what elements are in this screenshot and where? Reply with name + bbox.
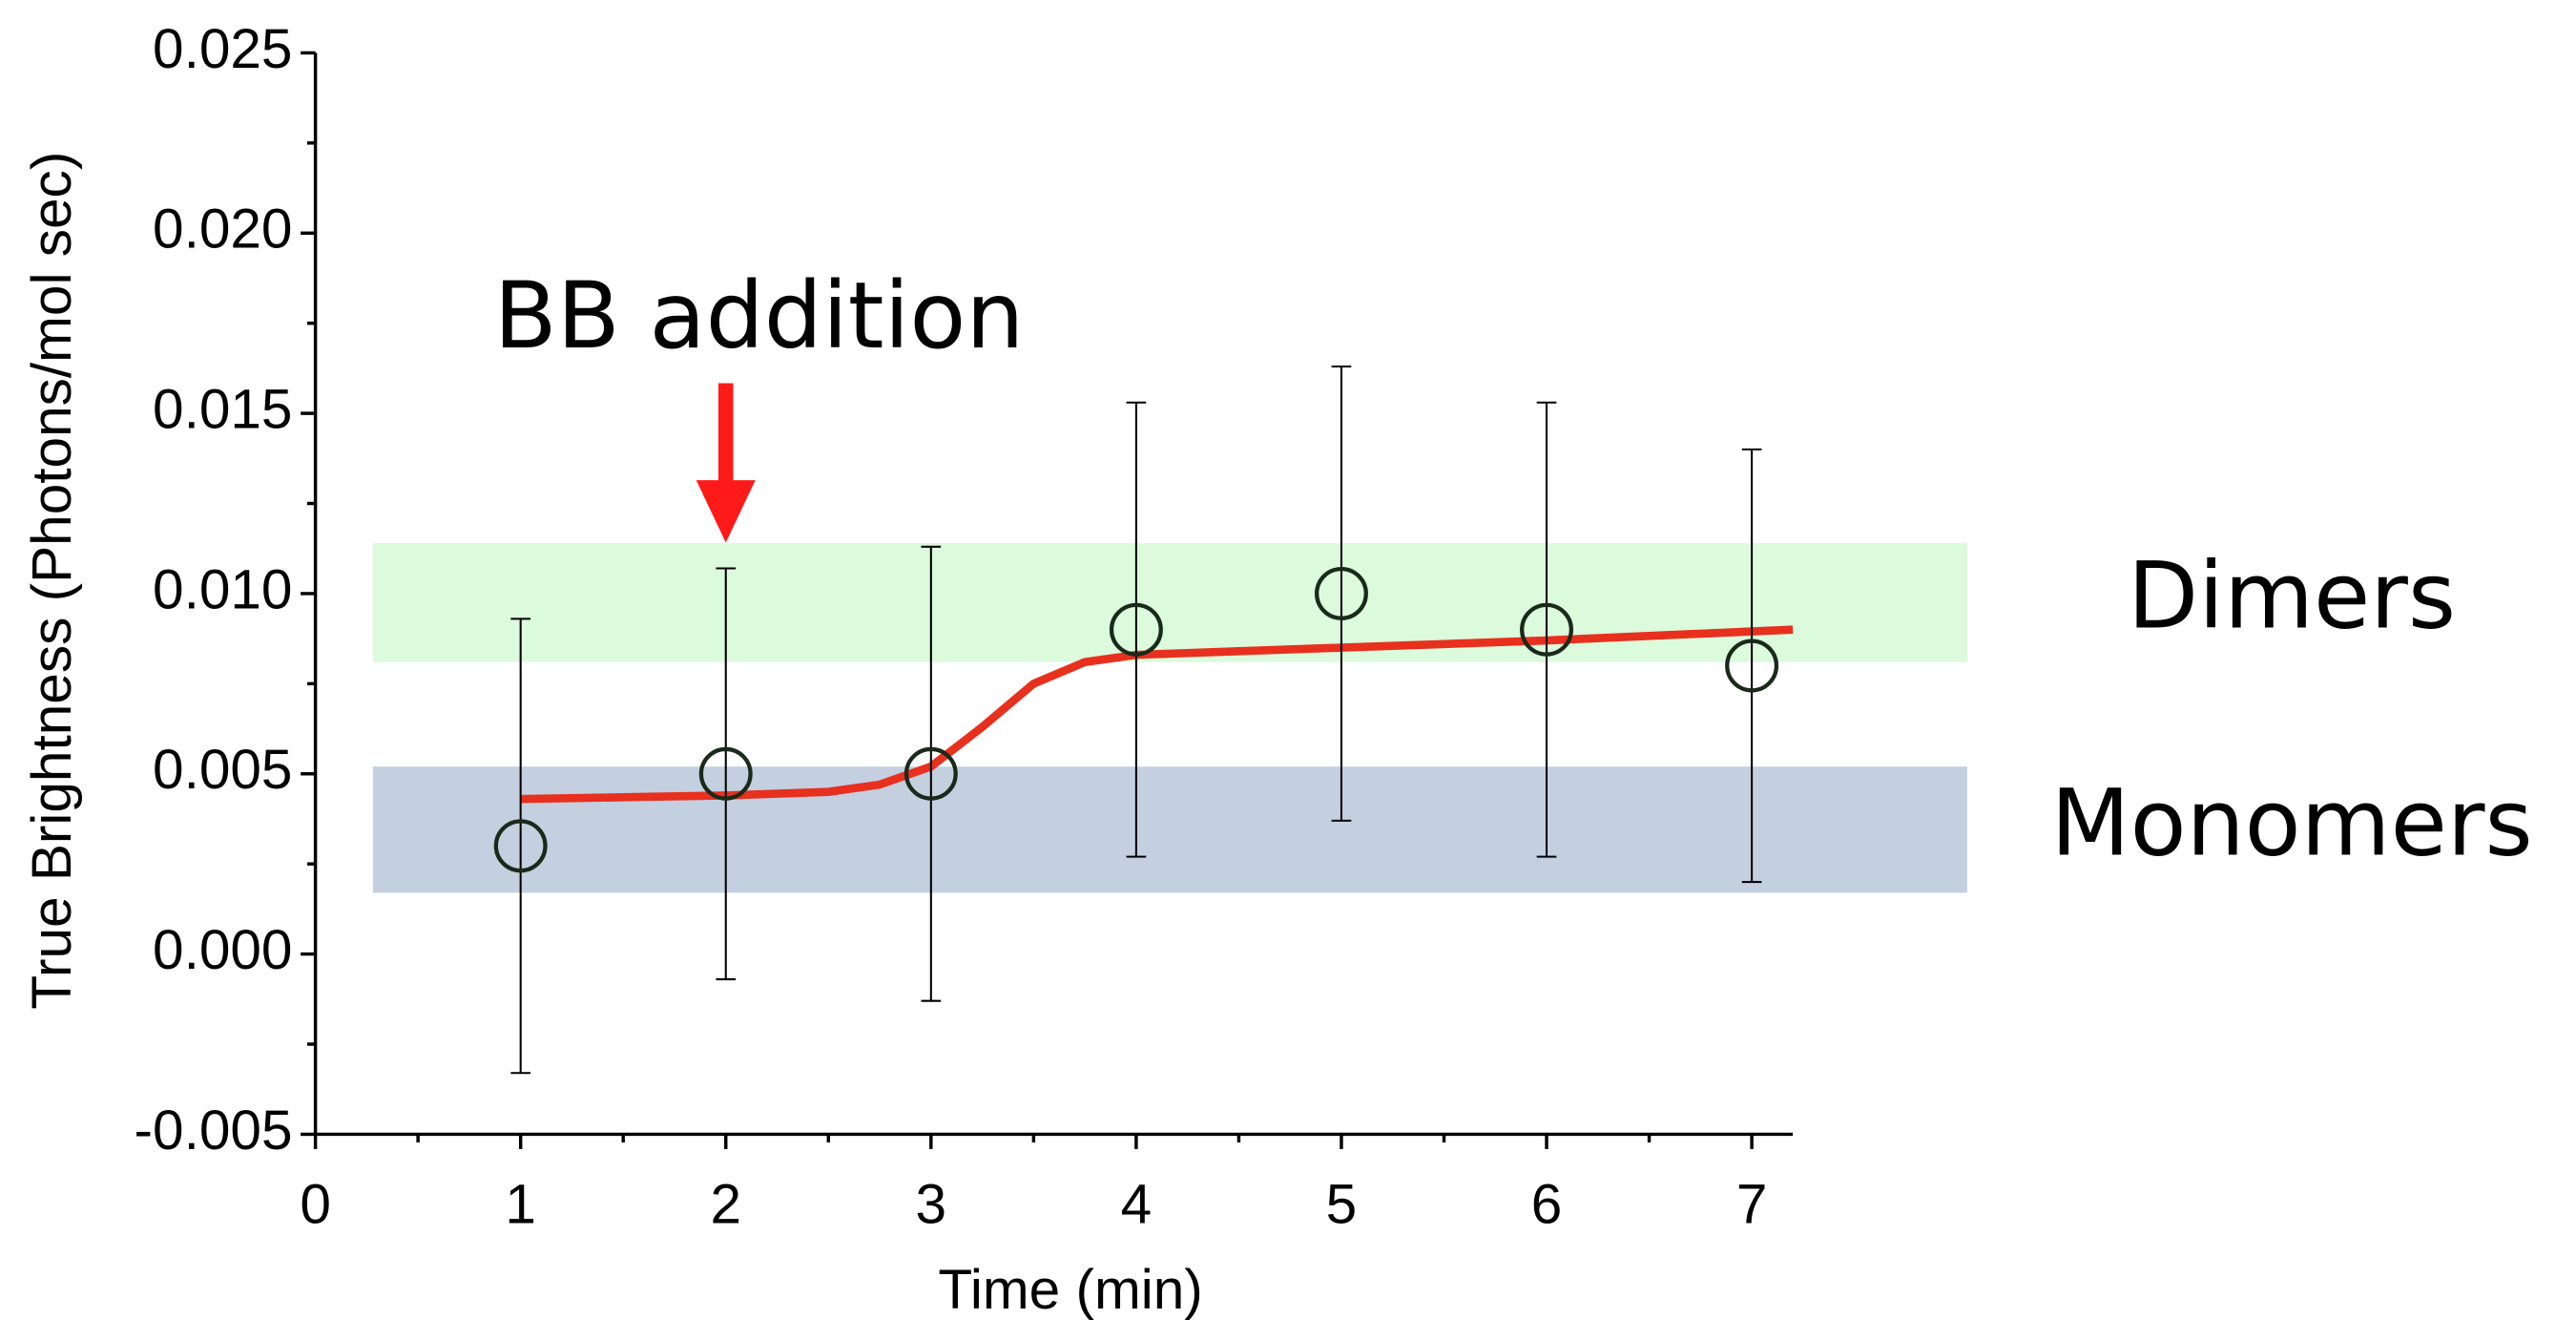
point xyxy=(904,746,958,801)
band xyxy=(372,543,1967,662)
point xyxy=(1314,566,1368,620)
y-tick-label: 0.020 xyxy=(153,199,292,261)
x-tick-label: 0 xyxy=(300,1173,331,1235)
x-tick-label: 4 xyxy=(1121,1173,1153,1235)
x-tick-label: 3 xyxy=(916,1173,947,1235)
y-tick-label: 0.015 xyxy=(153,379,292,441)
x-tick-label: 5 xyxy=(1326,1173,1358,1235)
point xyxy=(1520,602,1574,657)
arrow-head xyxy=(696,480,756,543)
x-axis-title: Time (min) xyxy=(938,1259,1202,1321)
y-tick-label: 0.000 xyxy=(153,919,292,981)
x-tick-label: 6 xyxy=(1531,1173,1563,1235)
x-tick-label: 1 xyxy=(505,1173,536,1235)
y-tick-label: 0.010 xyxy=(153,558,292,620)
y-tick-label: -0.005 xyxy=(135,1099,293,1162)
band xyxy=(372,766,1967,893)
band-label: Monomers xyxy=(2050,770,2532,877)
point xyxy=(1109,602,1163,657)
point xyxy=(1725,639,1779,693)
y-tick-label: 0.025 xyxy=(153,18,292,80)
y-tick-label: 0.005 xyxy=(153,739,292,801)
x-tick-label: 7 xyxy=(1736,1173,1768,1235)
point xyxy=(698,746,753,801)
band-label: Dimers xyxy=(2128,543,2456,650)
x-tick-label: 2 xyxy=(710,1173,741,1235)
arrow-shaft xyxy=(718,383,734,482)
y-axis-title: True Brightness (Photons/mol sec) xyxy=(21,152,83,1010)
point xyxy=(493,819,548,873)
annotation: BB addition xyxy=(494,262,1025,369)
